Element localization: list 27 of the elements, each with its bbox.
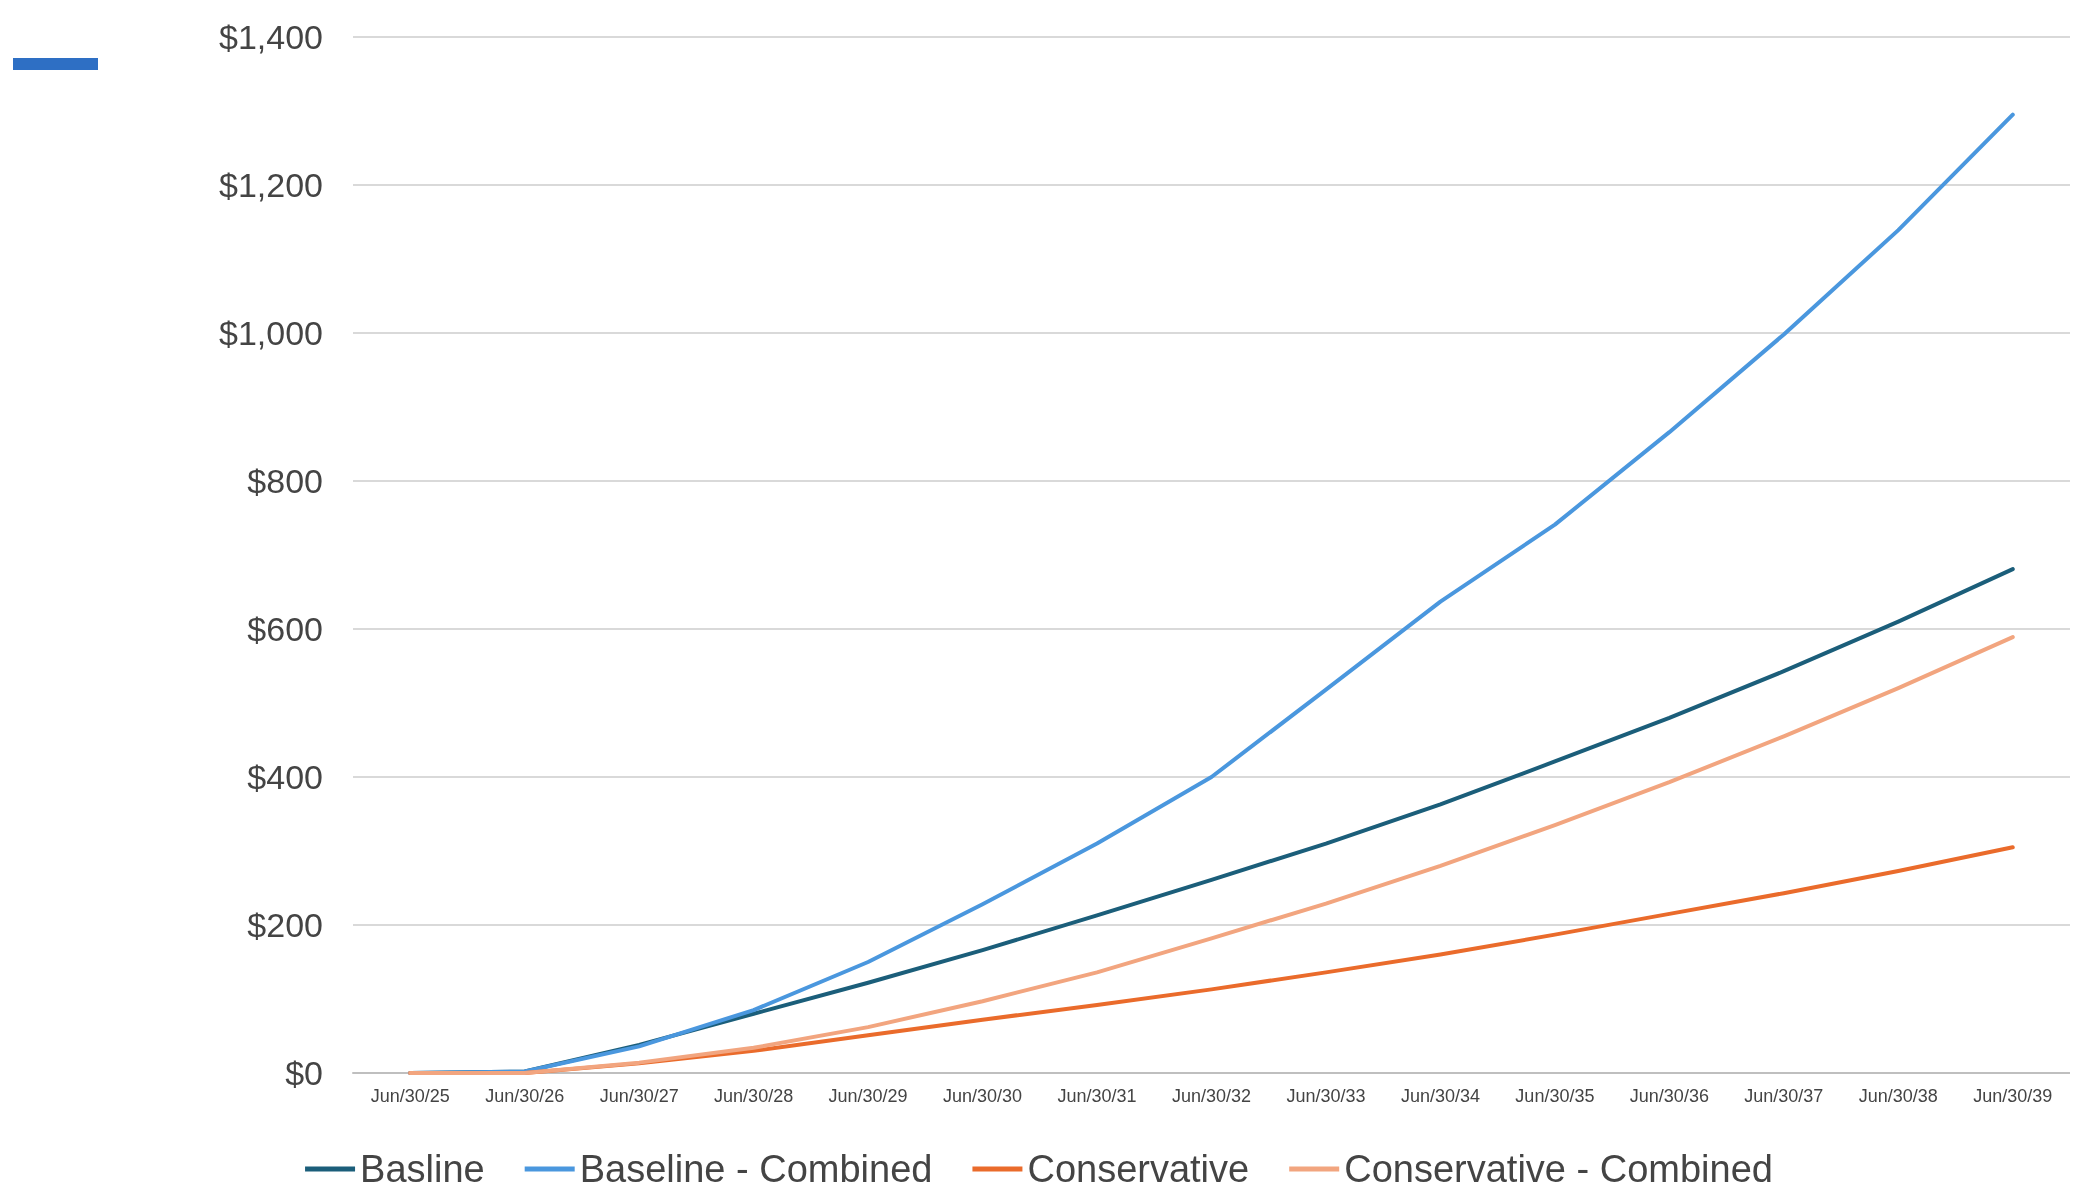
x-tick-label: Jun/30/34 [1400, 1086, 1480, 1106]
x-tick-label: Jun/30/39 [1973, 1086, 2053, 1106]
x-tick-label: Jun/30/36 [1629, 1086, 1709, 1106]
y-tick-label: $0 [285, 1054, 323, 1092]
y-tick-label: $600 [247, 610, 323, 648]
x-tick-label: Jun/30/32 [1171, 1086, 1252, 1106]
x-tick-label: Jun/30/31 [1057, 1086, 1137, 1106]
x-tick-label: Jun/30/28 [714, 1086, 794, 1106]
y-tick-label: $1,400 [219, 18, 323, 56]
y-tick-label: $1,000 [219, 314, 323, 352]
x-tick-label: Jun/30/25 [370, 1086, 450, 1106]
y-tick-label: $200 [247, 906, 323, 944]
x-tick-label: Jun/30/38 [1858, 1086, 1938, 1106]
x-tick-label: Jun/30/37 [1744, 1086, 1824, 1106]
y-tick-label: $400 [247, 758, 323, 796]
x-tick-label: Jun/30/30 [943, 1086, 1023, 1106]
y-tick-label: $800 [247, 462, 323, 500]
x-tick-label: Jun/30/35 [1515, 1086, 1595, 1106]
legend-label: Conservative - Combined [1344, 1148, 1773, 1190]
legend-label: Basline [360, 1148, 485, 1190]
y-tick-label: $1,200 [219, 166, 323, 204]
x-tick-label: Jun/30/33 [1286, 1086, 1366, 1106]
legend-label: Conservative [1027, 1148, 1250, 1190]
x-tick-label: Jun/30/29 [828, 1086, 908, 1106]
legend-label: Baseline - Combined [579, 1148, 933, 1190]
x-tick-label: Jun/30/26 [485, 1086, 565, 1106]
x-tick-label: Jun/30/27 [599, 1086, 679, 1106]
